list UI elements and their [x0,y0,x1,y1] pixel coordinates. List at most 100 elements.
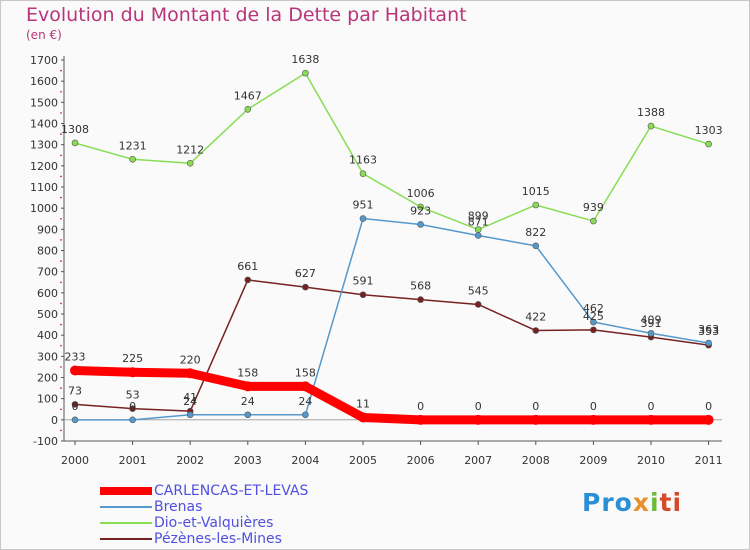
y-minor-tick [60,112,62,114]
data-point-p-z-nes-les-mines [71,401,79,408]
y-minor-tick [60,408,62,411]
data-label-carlencas-et-levas: 158 [295,366,316,379]
data-label-brenas: 0 [129,400,136,413]
y-tick-label: 1300 [30,139,58,152]
series-line-carlencas-et-levas [70,366,714,425]
legend-line [100,506,152,508]
data-point-dio-et-valqui-res [417,203,424,211]
data-label-p-z-nes-les-mines: 627 [295,267,316,280]
legend-line [100,487,152,495]
y-minor-tick [60,323,62,326]
legend-swatch [100,500,152,514]
data-point-brenas [705,339,712,347]
data-label-carlencas-et-levas: 225 [122,352,143,365]
data-label-dio-et-valqui-res: 1308 [61,123,89,136]
y-tick-label: 700 [37,266,58,279]
data-label-p-z-nes-les-mines: 41 [183,391,197,404]
data-label-p-z-nes-les-mines: 568 [410,280,431,293]
data-label-p-z-nes-les-mines: 545 [468,284,489,297]
data-label-brenas: 822 [525,226,546,239]
logo-part-4: ti [659,488,683,517]
data-point-brenas [590,318,597,326]
data-label-carlencas-et-levas: 158 [237,366,258,379]
data-label-dio-et-valqui-res: 1303 [695,124,723,137]
x-tick-label: 2000 [61,454,89,467]
y-minor-tick [60,90,62,93]
legend-label: CARLENCAS-ET-LEVAS [154,483,309,499]
data-label-dio-et-valqui-res: 939 [583,201,604,214]
data-point-p-z-nes-les-mines [417,296,424,303]
y-tick-label: 1500 [30,96,58,109]
data-point-p-z-nes-les-mines [244,276,252,284]
data-point-carlencas-et-levas [70,365,80,376]
x-tick-label: 2003 [234,454,262,467]
logo-part-1: Pro [582,488,633,517]
data-label-p-z-nes-les-mines: 353 [698,325,719,338]
data-point-p-z-nes-les-mines [359,291,367,299]
data-point-carlencas-et-levas [646,414,656,425]
data-point-p-z-nes-les-mines [590,326,597,334]
y-tick-label: 1000 [30,202,58,215]
data-point-p-z-nes-les-mines [532,327,540,334]
series-line-p-z-nes-les-mines [74,279,710,412]
data-label-p-z-nes-les-mines: 422 [525,311,546,324]
data-label-dio-et-valqui-res: 1638 [291,53,319,66]
data-label-carlencas-et-levas: 0 [590,400,597,413]
data-point-brenas [417,221,424,228]
data-label-carlencas-et-levas: 0 [475,400,482,413]
data-point-p-z-nes-les-mines [474,301,482,308]
data-label-carlencas-et-levas: 0 [648,400,655,413]
legend-line [100,538,152,540]
x-tick-label: 2008 [522,454,550,467]
y-minor-tick [60,387,62,389]
data-label-dio-et-valqui-res: 1015 [522,185,550,198]
data-point-brenas [474,232,482,239]
data-point-dio-et-valqui-res [590,217,597,225]
y-minor-tick [60,302,62,305]
data-point-carlencas-et-levas [415,414,426,425]
data-label-carlencas-et-levas: 220 [180,353,201,366]
y-tick-label: 500 [37,308,58,321]
legend-label: Brenas [154,499,203,515]
data-point-carlencas-et-levas [300,381,311,392]
y-tick-label: 400 [37,329,58,342]
data-point-carlencas-et-levas [127,367,138,378]
y-tick-label: 1100 [30,181,58,194]
data-label-brenas: 0 [72,400,79,413]
y-minor-tick [60,366,62,368]
x-tick-label: 2001 [119,454,147,467]
data-point-brenas [244,411,252,419]
y-minor-tick [60,344,62,347]
data-point-carlencas-et-levas [473,414,484,425]
data-label-brenas: 923 [410,204,431,217]
y-minor-tick [60,154,62,157]
data-point-dio-et-valqui-res [186,159,194,167]
data-point-brenas [532,242,540,250]
data-point-brenas [129,416,136,424]
x-tick-label: 2009 [579,454,607,467]
data-point-brenas [186,411,194,419]
y-minor-tick [60,217,62,220]
data-label-carlencas-et-levas: 233 [65,351,86,364]
data-label-carlencas-et-levas: 0 [532,400,539,413]
data-label-dio-et-valqui-res: 1212 [176,143,204,156]
data-label-p-z-nes-les-mines: 425 [583,310,604,323]
data-label-brenas: 24 [241,395,255,408]
series-line-dio-et-valqui-res [74,72,710,231]
y-tick-label: 900 [37,223,58,236]
data-point-brenas [71,416,79,424]
data-label-dio-et-valqui-res: 899 [468,210,489,223]
data-point-brenas [359,215,367,222]
data-point-dio-et-valqui-res [359,170,367,177]
data-point-dio-et-valqui-res [71,139,79,147]
data-point-brenas [302,411,309,419]
y-tick-label: 200 [37,372,58,385]
legend-label: Pézènes-les-Mines [154,531,282,547]
proxiti-logo: Proxiti [582,488,682,517]
data-point-dio-et-valqui-res [705,140,712,148]
y-minor-tick [60,69,62,72]
y-tick-label: 600 [37,287,58,300]
y-tick-label: 100 [37,393,58,406]
x-tick-label: 2004 [291,454,319,467]
